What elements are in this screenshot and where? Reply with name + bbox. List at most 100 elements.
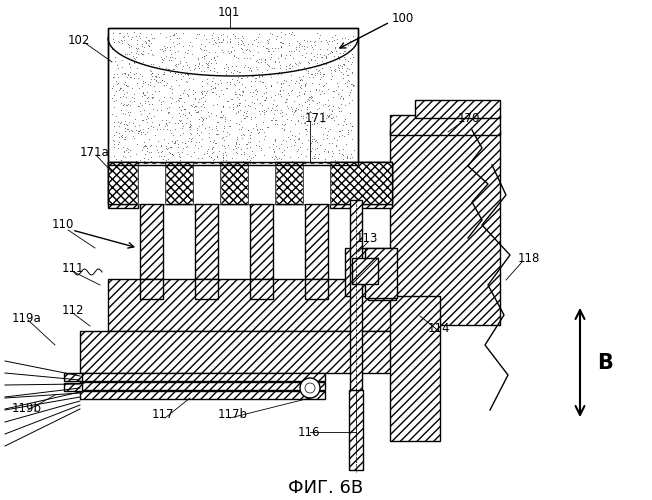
Point bbox=[220, 132, 231, 140]
Point bbox=[177, 122, 188, 130]
Point bbox=[300, 118, 310, 126]
Point bbox=[187, 134, 198, 142]
Point bbox=[185, 120, 196, 128]
Point bbox=[269, 96, 280, 104]
Point bbox=[183, 70, 193, 78]
Point bbox=[321, 38, 332, 46]
Point bbox=[310, 56, 320, 64]
Point bbox=[241, 156, 252, 164]
Point bbox=[288, 54, 299, 62]
Text: 119a: 119a bbox=[12, 312, 42, 324]
Bar bbox=[352, 258, 378, 284]
Point bbox=[173, 96, 183, 104]
Point bbox=[115, 84, 125, 92]
Point bbox=[266, 106, 276, 114]
Point bbox=[142, 128, 153, 136]
Point bbox=[157, 76, 168, 84]
Point bbox=[165, 149, 175, 157]
Point bbox=[160, 33, 171, 41]
Point bbox=[132, 126, 143, 134]
Point bbox=[242, 108, 252, 116]
Point bbox=[243, 140, 253, 148]
Point bbox=[275, 60, 286, 68]
Point bbox=[171, 76, 181, 84]
Point bbox=[212, 126, 222, 134]
Point bbox=[265, 52, 276, 60]
Point bbox=[156, 140, 166, 148]
Point bbox=[254, 106, 264, 114]
Point bbox=[276, 70, 287, 78]
Point bbox=[315, 31, 325, 39]
Point bbox=[301, 50, 311, 58]
Point bbox=[219, 118, 230, 126]
Point bbox=[303, 38, 313, 46]
Point bbox=[108, 35, 118, 43]
Point bbox=[338, 151, 348, 159]
Point bbox=[270, 69, 280, 77]
Point bbox=[226, 95, 236, 103]
Point bbox=[173, 81, 184, 89]
Point bbox=[120, 78, 130, 86]
Point bbox=[162, 104, 172, 112]
Point bbox=[323, 105, 334, 113]
Point bbox=[138, 143, 149, 151]
Point bbox=[281, 137, 291, 145]
Point bbox=[274, 109, 285, 117]
Point bbox=[201, 36, 211, 44]
Point bbox=[223, 64, 233, 72]
Point bbox=[122, 144, 132, 152]
Point bbox=[110, 156, 121, 164]
Point bbox=[216, 38, 227, 46]
Point bbox=[207, 34, 218, 42]
Point bbox=[296, 120, 306, 128]
Point bbox=[144, 80, 155, 88]
Point bbox=[141, 115, 152, 123]
Point bbox=[164, 102, 174, 110]
Point bbox=[236, 36, 246, 44]
Point bbox=[140, 98, 151, 106]
Point bbox=[137, 40, 147, 48]
Point bbox=[216, 134, 227, 141]
Point bbox=[113, 140, 123, 148]
Point bbox=[147, 94, 157, 102]
Point bbox=[213, 34, 223, 42]
Point bbox=[275, 64, 286, 72]
Point bbox=[312, 119, 323, 127]
Point bbox=[115, 30, 125, 38]
Point bbox=[161, 142, 171, 150]
Point bbox=[323, 112, 334, 120]
Point bbox=[293, 61, 303, 69]
Point bbox=[194, 138, 205, 145]
Point bbox=[273, 70, 283, 78]
Point bbox=[147, 34, 157, 42]
Point bbox=[230, 81, 240, 89]
Point bbox=[138, 116, 148, 124]
Text: ФИГ. 6В: ФИГ. 6В bbox=[288, 479, 364, 497]
Point bbox=[190, 70, 201, 78]
Point bbox=[208, 144, 218, 152]
Text: 102: 102 bbox=[68, 34, 91, 46]
Point bbox=[200, 91, 210, 99]
Point bbox=[126, 126, 136, 134]
Point bbox=[263, 104, 274, 112]
Point bbox=[241, 112, 251, 120]
Point bbox=[305, 56, 316, 64]
Point bbox=[122, 50, 132, 58]
Point bbox=[174, 150, 185, 158]
Point bbox=[305, 108, 316, 116]
Point bbox=[289, 46, 300, 54]
Point bbox=[301, 66, 311, 74]
Point bbox=[179, 106, 190, 114]
Point bbox=[323, 40, 333, 48]
Point bbox=[217, 46, 228, 54]
Point bbox=[338, 95, 348, 103]
Point bbox=[291, 92, 302, 100]
Point bbox=[321, 54, 331, 62]
Point bbox=[124, 118, 134, 126]
Point bbox=[211, 122, 221, 130]
Point bbox=[314, 45, 325, 53]
Point bbox=[349, 80, 359, 88]
Point bbox=[183, 92, 193, 100]
Point bbox=[142, 155, 153, 163]
Point bbox=[237, 88, 247, 96]
